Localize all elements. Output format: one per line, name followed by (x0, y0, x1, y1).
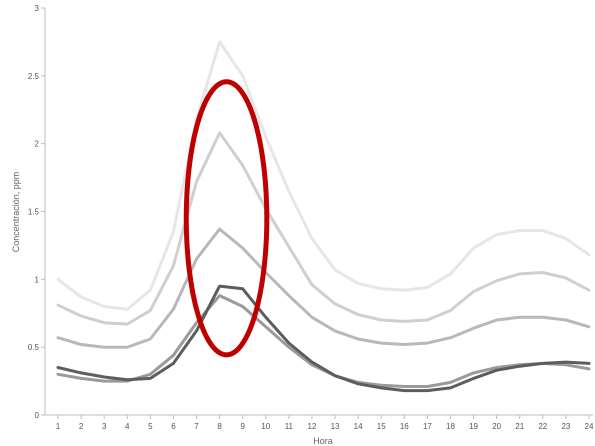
x-tick-label: 8 (217, 422, 222, 431)
x-tick-label: 23 (561, 422, 570, 431)
highlight-ellipse (183, 79, 270, 358)
x-tick-label: 6 (171, 422, 176, 431)
y-tick-label: 1.5 (28, 208, 40, 217)
x-tick-label: 13 (331, 422, 340, 431)
x-tick-label: 5 (148, 422, 153, 431)
y-axis-ticks: 0 0.5 1 1.5 2 2.5 3 (28, 4, 45, 420)
x-tick-label: 7 (194, 422, 199, 431)
x-tick-label: 9 (240, 422, 245, 431)
x-tick-label: 22 (538, 422, 547, 431)
y-tick-label: 2 (35, 140, 40, 149)
x-tick-label: 14 (354, 422, 363, 431)
x-tick-label: 15 (377, 422, 386, 431)
x-tick-label: 1 (56, 422, 61, 431)
y-tick-label: 2.5 (28, 72, 40, 81)
x-axis-ticks: 1 2 3 4 5 6 7 8 9 10 11 12 13 14 15 16 17 18 19 20 21 22 23 24 (56, 415, 594, 431)
x-tick-label: 16 (400, 422, 409, 431)
y-tick-label: 0.5 (28, 343, 40, 352)
series-line-1 (56, 40, 591, 311)
y-tick-label: 1 (35, 275, 40, 284)
x-axis-title: Hora (313, 436, 333, 446)
x-tick-label: 24 (585, 422, 594, 431)
x-tick-label: 19 (469, 422, 478, 431)
y-axis-title: Concentración, ppm (11, 172, 21, 253)
x-tick-label: 3 (102, 422, 107, 431)
x-tick-label: 10 (261, 422, 270, 431)
plot-area: 00.511.522.53 1 2 3 4 5 6 7 8 9 10 11 12 13 14 15 16 17 1… (28, 4, 594, 431)
x-tick-label: 20 (492, 422, 501, 431)
series-line-4 (56, 294, 591, 388)
x-tick-label: 12 (308, 422, 317, 431)
series-line-3 (56, 227, 591, 349)
x-tick-label: 2 (79, 422, 84, 431)
series-line-5 (56, 284, 591, 393)
x-tick-label: 18 (446, 422, 455, 431)
series-line-2 (56, 131, 591, 326)
x-tick-label: 4 (125, 422, 130, 431)
x-tick-label: 21 (515, 422, 524, 431)
y-tick-label: 3 (35, 4, 40, 13)
x-tick-label: 11 (285, 422, 294, 431)
series-lines (56, 40, 591, 393)
x-tick-label: 17 (423, 422, 432, 431)
y-tick-label: 0 (35, 411, 40, 420)
